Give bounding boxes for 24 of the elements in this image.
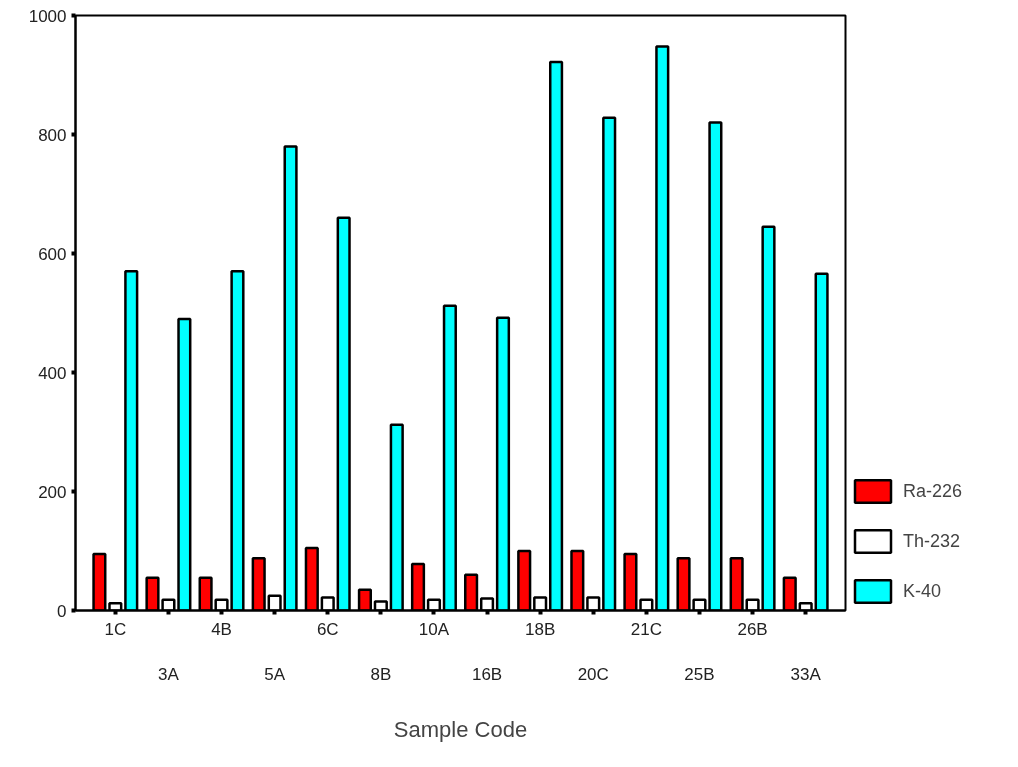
y-tick-label: 400	[38, 363, 67, 383]
x-tick-label: 5A	[264, 665, 286, 685]
x-tick-label: 1C	[104, 619, 127, 639]
x-tick-label: 16B	[471, 665, 503, 685]
x-tick-label: 21C	[630, 619, 662, 639]
x-tick-label: 6C	[316, 619, 339, 639]
x-axis-title: Sample Code	[393, 717, 528, 743]
legend-label: Th-232	[903, 530, 961, 552]
y-tick-label: 1000	[28, 6, 67, 26]
x-tick-label: 26B	[737, 619, 768, 639]
y-tick-label: 800	[38, 125, 67, 145]
x-tick-label: 8B	[370, 665, 392, 685]
x-tick-label: 4B	[211, 619, 232, 639]
x-tick-label: 3A	[158, 665, 180, 685]
legend-label: K-40	[903, 580, 942, 602]
legend-label: Ra-226	[903, 480, 963, 502]
x-tick-label: 33A	[790, 665, 822, 685]
x-tick-label: 20C	[577, 665, 609, 685]
x-tick-label: 18B	[525, 619, 556, 639]
y-tick-label: 600	[38, 244, 67, 264]
y-tick-label: 0	[57, 601, 67, 621]
x-tick-label: 10A	[418, 619, 450, 639]
x-tick-label: 25B	[684, 665, 715, 685]
y-tick-label: 200	[38, 482, 67, 502]
